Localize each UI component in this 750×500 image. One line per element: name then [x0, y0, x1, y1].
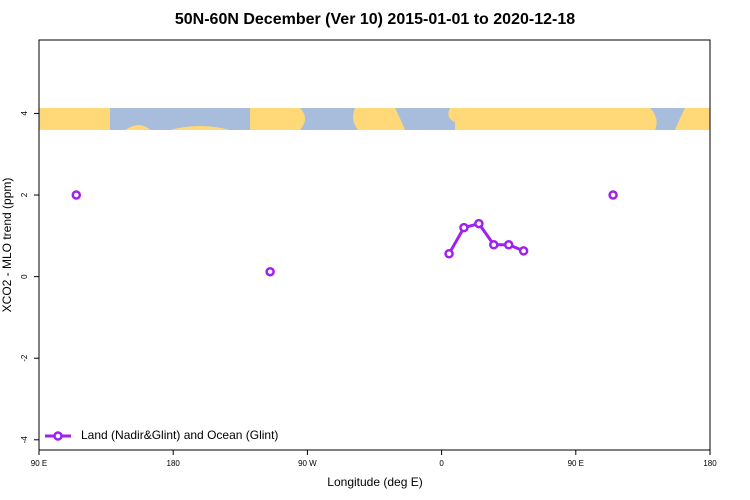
y-tick-label: 0: [20, 274, 29, 279]
x-tick-label: 90 W: [298, 459, 317, 468]
x-tick-label: 180: [703, 459, 717, 468]
legend-marker: [53, 431, 63, 441]
y-axis-label: XCO2 - MLO trend (ppm): [0, 178, 14, 313]
x-tick-label: 90 E: [568, 459, 584, 468]
point: [608, 190, 618, 200]
point: [503, 240, 514, 250]
y-tick-label: 4: [20, 111, 29, 116]
x-tick-label: 0: [439, 459, 444, 468]
y-tick-label: -2: [20, 354, 29, 362]
point: [474, 218, 484, 229]
x-tick-label: 180: [167, 459, 181, 468]
chart-title: 50N-60N December (Ver 10) 2015-01-01 to …: [175, 11, 575, 28]
point: [459, 222, 469, 233]
legend-label: Land (Nadir&Glint) and Ocean (Glint): [81, 428, 278, 442]
series-line: [449, 195, 613, 254]
plot-frame: [38, 39, 711, 451]
point: [444, 249, 454, 259]
point: [518, 246, 529, 256]
point: [71, 190, 82, 200]
y-tick-label: 2: [20, 192, 29, 197]
point: [265, 266, 275, 277]
x-axis-label: Longitude (deg E): [327, 475, 422, 489]
y-tick-label: -4: [20, 436, 29, 444]
map-band: [39, 108, 710, 130]
x-tick-label: 90 E: [31, 459, 47, 468]
point: [489, 240, 499, 250]
